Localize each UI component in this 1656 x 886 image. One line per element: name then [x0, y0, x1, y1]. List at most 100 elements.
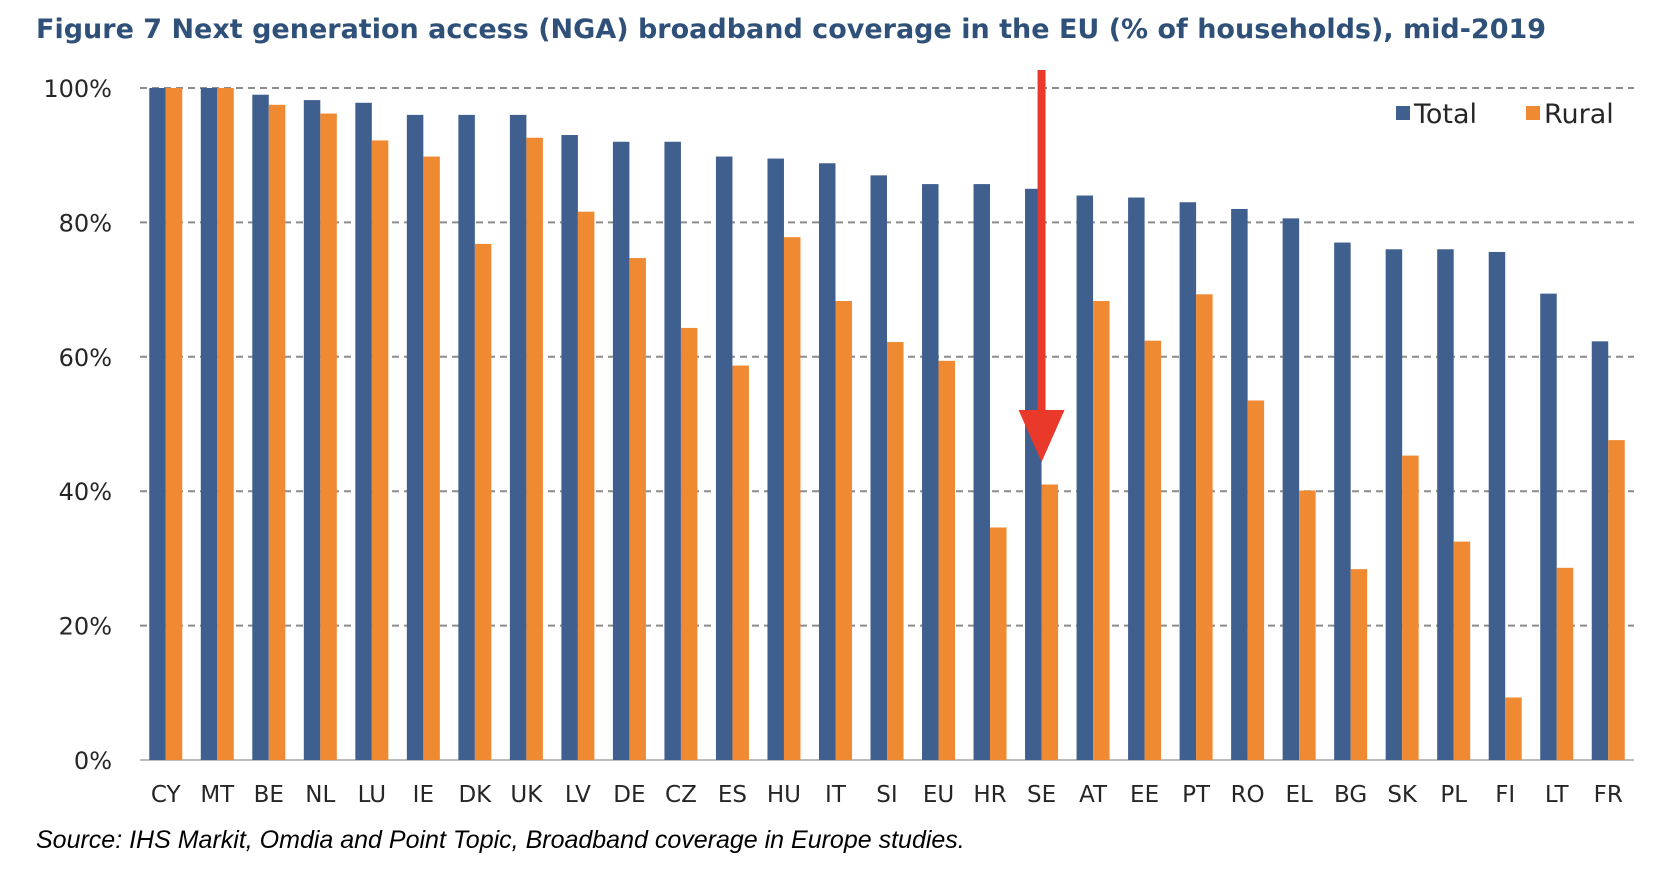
bar-total-fi	[1488, 251, 1506, 760]
legend-label-total: Total	[1413, 99, 1477, 130]
x-tick-label: MT	[200, 782, 235, 808]
bar-total-cy	[149, 88, 166, 760]
x-tick-label: PL	[1440, 782, 1467, 808]
x-tick-label: CY	[151, 782, 182, 808]
bar-total-fr	[1591, 341, 1609, 760]
x-tick-label: AT	[1079, 782, 1108, 808]
arrow-head	[1018, 410, 1065, 462]
x-tick-label: EE	[1130, 782, 1159, 808]
bar-total-pt	[1179, 202, 1197, 761]
bar-total-es	[715, 156, 733, 760]
bar-rural-eu	[938, 360, 956, 760]
bar-rural-pt	[1196, 294, 1213, 760]
x-tick-label: DE	[613, 782, 645, 808]
bar-rural-hr	[990, 527, 1007, 760]
bar-rural-ie	[423, 156, 440, 760]
bar-total-cz	[664, 141, 681, 760]
bar-rural-lu	[371, 140, 389, 760]
legend-swatch-total	[1396, 106, 1410, 120]
bar-rural-ro	[1247, 400, 1265, 760]
x-tick-label: RO	[1231, 782, 1265, 808]
x-tick-label: LV	[565, 782, 591, 808]
source-note: Source: IHS Markit, Omdia and Point Topi…	[36, 826, 965, 854]
bar-chart: 0%20%40%60%80%100% CY MT BE NL LU IE DK UK LV DE C…	[43, 70, 1634, 808]
x-tick-label: DK	[458, 782, 492, 808]
bar-total-hu	[767, 158, 784, 760]
x-tick-label: ES	[718, 782, 747, 808]
x-tick-label: CZ	[665, 782, 697, 808]
x-tick-label: HU	[767, 782, 801, 808]
x-tick-label: EL	[1285, 782, 1313, 808]
bar-rural-nl	[320, 113, 337, 760]
bars	[149, 88, 1625, 761]
x-tick-label: LT	[1545, 782, 1570, 808]
x-axis: CY MT BE NL LU IE DK UK LV DE CZ ES HU IT SI EU HR SE AT EE…	[151, 782, 1623, 808]
bar-rural-dk	[474, 243, 492, 761]
x-tick-label: SK	[1387, 782, 1418, 808]
bar-total-nl	[303, 100, 321, 760]
bar-total-mt	[200, 88, 218, 760]
bar-rural-be	[268, 104, 286, 761]
bar-total-pl	[1437, 249, 1454, 760]
bar-rural-fi	[1505, 697, 1522, 760]
bar-rural-fr	[1608, 440, 1625, 760]
bar-rural-se	[1041, 484, 1059, 760]
x-tick-label: SI	[876, 782, 897, 808]
x-tick-label: FI	[1495, 782, 1515, 808]
bar-rural-uk	[526, 137, 543, 760]
x-tick-label: LU	[358, 782, 387, 808]
bar-rural-lv	[577, 211, 595, 760]
x-tick-label: EU	[923, 782, 954, 808]
bar-total-uk	[509, 114, 527, 760]
bar-total-lu	[355, 102, 372, 760]
y-tick-label: 40%	[59, 478, 112, 506]
bar-total-si	[870, 175, 887, 761]
bar-total-lt	[1540, 293, 1557, 760]
bar-rural-si	[887, 342, 904, 760]
bar-rural-at	[1093, 301, 1110, 760]
chart-title: Figure 7 Next generation access (NGA) br…	[36, 14, 1547, 45]
bar-rural-cy	[165, 88, 183, 760]
y-tick-label: 20%	[59, 613, 112, 641]
bar-total-dk	[458, 114, 475, 760]
bar-total-ie	[406, 114, 424, 760]
bar-rural-cz	[680, 327, 698, 760]
bar-total-be	[252, 94, 269, 761]
bar-rural-es	[732, 365, 749, 760]
bar-rural-ee	[1144, 340, 1162, 760]
x-tick-label: PT	[1182, 782, 1211, 808]
bar-total-bg	[1334, 242, 1351, 760]
x-tick-label: UK	[510, 782, 543, 808]
bar-rural-el	[1299, 490, 1316, 760]
bar-rural-de	[629, 258, 646, 760]
bar-total-lv	[561, 135, 578, 761]
legend-swatch-rural	[1526, 106, 1540, 120]
legend-label-rural: Rural	[1544, 99, 1614, 130]
bar-rural-sk	[1402, 455, 1419, 760]
bar-rural-lt	[1556, 567, 1574, 760]
bar-total-eu	[922, 184, 939, 760]
x-tick-label: FR	[1594, 782, 1623, 808]
bar-total-hr	[973, 184, 991, 760]
x-tick-label: BE	[254, 782, 284, 808]
legend: Total Rural	[1396, 99, 1614, 130]
bar-total-el	[1282, 218, 1300, 761]
y-tick-label: 60%	[59, 344, 112, 372]
y-tick-label: 80%	[59, 209, 112, 237]
annotation	[1018, 70, 1065, 462]
x-tick-label: NL	[305, 782, 335, 808]
x-tick-label: BG	[1334, 782, 1367, 808]
x-tick-label: IE	[413, 782, 434, 808]
bar-rural-bg	[1350, 569, 1368, 760]
y-tick-label: 100%	[43, 75, 112, 103]
bar-total-at	[1076, 195, 1094, 760]
bar-rural-it	[835, 301, 852, 760]
bar-rural-hu	[783, 237, 801, 760]
bar-total-ee	[1128, 197, 1145, 760]
bar-total-ro	[1231, 208, 1248, 760]
y-axis: 0% 20% 40% 60% 80% 100%	[43, 75, 112, 775]
x-tick-label: SE	[1027, 782, 1056, 808]
x-tick-label: HR	[973, 782, 1006, 808]
bar-total-sk	[1385, 249, 1403, 760]
bar-rural-pl	[1453, 541, 1471, 760]
